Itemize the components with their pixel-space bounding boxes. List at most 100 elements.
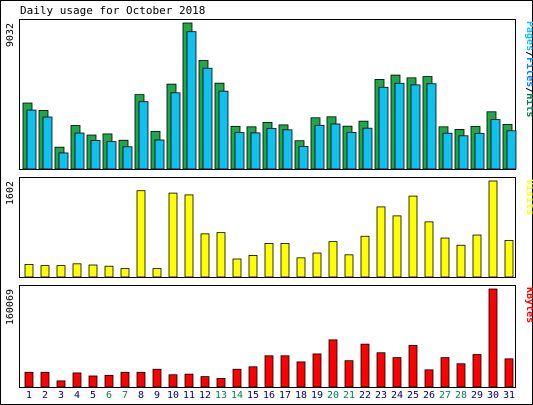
visits-bar-day-19 [312, 252, 322, 278]
kbytes-bar-day-19 [312, 353, 322, 388]
kbytes-bar-day-12 [200, 376, 210, 388]
visits-bar-day-11 [184, 194, 194, 278]
files-bar-day-10 [170, 92, 181, 170]
files-bar-day-19 [314, 124, 325, 170]
kbytes-bar-day-28 [456, 363, 466, 388]
files-bar-day-2 [42, 116, 53, 170]
kbytes-bar-day-27 [440, 357, 450, 388]
kbytes-bar-day-24 [392, 357, 402, 388]
day-label-14: 14 [231, 390, 243, 401]
kbytes-bar-day-18 [296, 361, 306, 388]
visits-bar-day-21 [344, 254, 354, 278]
visits-bar-day-20 [328, 241, 338, 278]
files-bar-day-13 [218, 90, 229, 170]
files-bar-day-18 [298, 146, 309, 170]
visits-bar-day-17 [280, 243, 290, 278]
kbytes-bar-day-14 [232, 368, 242, 388]
visits-bar-day-27 [440, 237, 450, 278]
files-bar-day-22 [362, 127, 373, 170]
day-label-23: 23 [375, 390, 387, 401]
visits-bar-day-18 [296, 257, 306, 278]
day-label-30: 30 [487, 390, 499, 401]
day-label-27: 27 [439, 390, 451, 401]
visits-bar-day-22 [360, 235, 370, 278]
day-label-19: 19 [311, 390, 323, 401]
visits-bar-day-3 [56, 265, 66, 278]
day-label-9: 9 [154, 390, 160, 401]
day-label-7: 7 [122, 390, 128, 401]
day-label-12: 12 [199, 390, 211, 401]
kbytes-frame [19, 285, 516, 388]
kbytes-bar-day-29 [472, 354, 482, 388]
day-label-8: 8 [138, 390, 144, 401]
kbytes-ymax-label: 160069 [5, 289, 16, 325]
visits-frame [19, 177, 516, 278]
files-bar-day-6 [106, 141, 117, 170]
kbytes-bar-day-16 [264, 355, 274, 388]
day-label-24: 24 [391, 390, 403, 401]
kbytes-bar-day-15 [248, 366, 258, 388]
kbytes-bar-day-13 [216, 378, 226, 388]
kbytes-bar-day-25 [408, 344, 418, 388]
day-label-18: 18 [295, 390, 307, 401]
kbytes-bar-day-8 [136, 371, 146, 388]
visits-bar-day-4 [72, 263, 82, 278]
kbytes-bar-day-9 [152, 368, 162, 388]
day-label-26: 26 [423, 390, 435, 401]
day-label-6: 6 [106, 390, 112, 401]
files-bar-day-9 [154, 139, 165, 170]
day-label-28: 28 [455, 390, 467, 401]
files-bar-day-24 [394, 82, 405, 170]
kbytes-bar-day-26 [424, 369, 434, 388]
files-bar-day-4 [74, 132, 85, 170]
files-bar-day-27 [442, 132, 453, 170]
visits-bar-day-14 [232, 258, 242, 278]
kbytes-bar-day-30 [488, 288, 498, 388]
files-bar-day-28 [458, 135, 469, 170]
kbytes-bar-day-22 [360, 343, 370, 388]
files-bar-day-31 [506, 130, 517, 170]
files-bar-day-3 [58, 152, 69, 170]
day-label-2: 2 [42, 390, 48, 401]
kbytes-bar-day-4 [72, 372, 82, 388]
day-label-29: 29 [471, 390, 483, 401]
kbytes-bar-day-31 [504, 358, 514, 388]
visits-bar-day-16 [264, 243, 274, 278]
files-bar-day-5 [90, 140, 101, 170]
files-bar-day-8 [138, 101, 149, 170]
day-label-11: 11 [183, 390, 195, 401]
visits-bar-day-25 [408, 195, 418, 278]
files-bar-day-20 [330, 123, 341, 170]
kbytes-bar-day-20 [328, 339, 338, 388]
kbytes-bar-day-6 [104, 374, 114, 388]
visits-bar-day-9 [152, 268, 162, 278]
files-bar-day-16 [266, 127, 277, 170]
day-label-10: 10 [167, 390, 179, 401]
visits-bar-day-6 [104, 265, 114, 278]
visits-bar-day-12 [200, 233, 210, 278]
kbytes-bar-day-10 [168, 374, 178, 388]
files-bar-day-30 [490, 119, 501, 170]
files-bar-day-15 [250, 132, 261, 170]
visits-bar-day-8 [136, 190, 146, 278]
pages-files-hits-frame [19, 19, 516, 170]
files-bar-day-29 [474, 132, 485, 170]
kbytes-bar-day-17 [280, 355, 290, 388]
files-bar-day-26 [426, 83, 437, 170]
visits-bar-day-26 [424, 221, 434, 278]
files-bar-day-7 [122, 146, 133, 170]
day-label-4: 4 [74, 390, 80, 401]
visits-bar-day-30 [488, 180, 498, 278]
visits-bar-day-29 [472, 234, 482, 278]
day-label-3: 3 [58, 390, 64, 401]
kbytes-bar-day-11 [184, 373, 194, 388]
visits-bar-day-13 [216, 232, 226, 278]
visits-bar-day-15 [248, 255, 258, 278]
kbytes-bar-day-2 [40, 371, 50, 388]
kbytes-bar-day-21 [344, 360, 354, 388]
visits-bar-day-28 [456, 244, 466, 278]
pages-files-hits-panel: 9032 Pages/Files/Hits [5, 19, 533, 170]
pages-files-hits-ymax-label: 9032 [5, 23, 16, 47]
